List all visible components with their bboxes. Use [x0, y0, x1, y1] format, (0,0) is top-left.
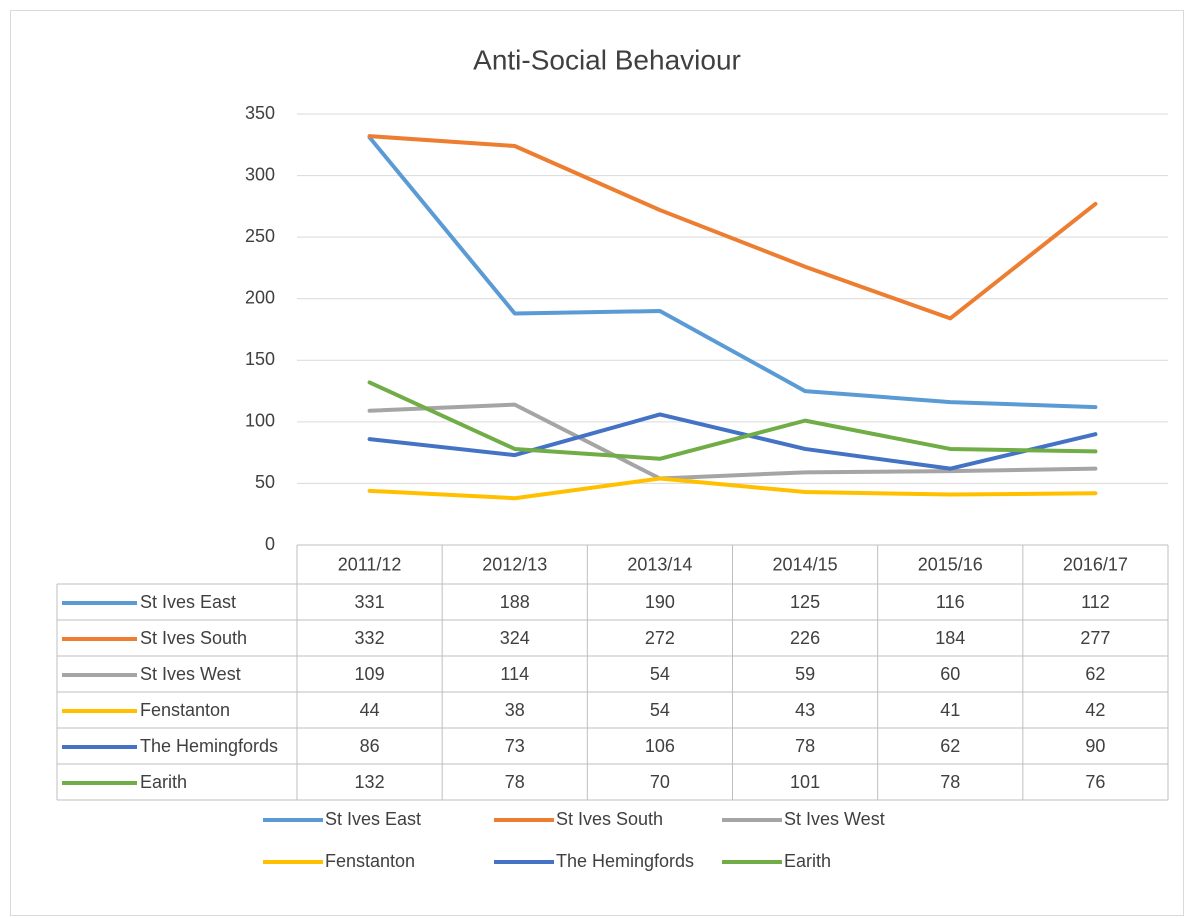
series-line — [367, 135, 1098, 410]
table-cell: 54 — [650, 700, 670, 720]
table-cell: 62 — [1085, 664, 1105, 684]
x-tick-label: 2012/13 — [482, 554, 547, 574]
table-row-label: St Ives West — [140, 664, 241, 684]
table-cell: 125 — [790, 592, 820, 612]
table-cell: 73 — [505, 736, 525, 756]
y-tick-label: 200 — [245, 287, 275, 307]
table-cell: 331 — [355, 592, 385, 612]
chart-border — [10, 10, 1184, 916]
table-cell: 38 — [505, 700, 525, 720]
y-tick-label: 50 — [255, 472, 275, 492]
x-tick-label: 2016/17 — [1063, 554, 1128, 574]
table-cell: 42 — [1085, 700, 1105, 720]
x-tick-label: 2011/12 — [338, 554, 402, 574]
table-row-label: Fenstanton — [140, 700, 230, 720]
legend-label: St Ives West — [784, 809, 885, 829]
table-cell: 41 — [940, 700, 960, 720]
table-cell: 101 — [790, 772, 820, 792]
legend-label: St Ives East — [325, 809, 421, 829]
y-tick-label: 300 — [245, 164, 275, 184]
table-cell: 70 — [650, 772, 670, 792]
table-cell: 44 — [360, 700, 380, 720]
table-cell: 332 — [355, 628, 385, 648]
series-line — [367, 412, 1098, 471]
table-cell: 188 — [500, 592, 530, 612]
table-cell: 78 — [795, 736, 815, 756]
chart-title: Anti-Social Behaviour — [473, 44, 741, 75]
table-cell: 112 — [1081, 592, 1110, 612]
table-cell: 190 — [645, 592, 675, 612]
table-cell: 78 — [940, 772, 960, 792]
table-cell: 132 — [355, 772, 385, 792]
legend-label: Fenstanton — [325, 851, 415, 871]
x-tick-label: 2013/14 — [627, 554, 692, 574]
series-line — [367, 476, 1098, 501]
legend-label: The Hemingfords — [556, 851, 694, 871]
x-tick-label: 2014/15 — [773, 554, 838, 574]
table-cell: 43 — [795, 700, 815, 720]
table-cell: 62 — [940, 736, 960, 756]
legend-label: Earith — [784, 851, 831, 871]
table-cell: 226 — [790, 628, 820, 648]
table-cell: 109 — [355, 664, 385, 684]
table-cell: 59 — [795, 664, 815, 684]
table-row-label: Earith — [140, 772, 187, 792]
x-tick-label: 2015/16 — [918, 554, 983, 574]
series-line — [367, 134, 1098, 321]
y-tick-label: 350 — [245, 103, 275, 123]
table-cell: 90 — [1085, 736, 1105, 756]
table-cell: 324 — [500, 628, 530, 648]
table-cell: 78 — [505, 772, 525, 792]
table-cell: 116 — [936, 592, 965, 612]
table-cell: 60 — [940, 664, 960, 684]
y-tick-label: 100 — [245, 411, 275, 431]
legend-label: St Ives South — [556, 809, 663, 829]
table-row-label: St Ives East — [140, 592, 236, 612]
table-row-label: St Ives South — [140, 628, 247, 648]
table-cell: 184 — [935, 628, 965, 648]
y-tick-label: 150 — [245, 349, 275, 369]
table-cell: 76 — [1085, 772, 1105, 792]
series-line — [367, 402, 1098, 481]
table-cell: 272 — [645, 628, 675, 648]
table-cell: 277 — [1080, 628, 1110, 648]
table-cell: 114 — [500, 664, 529, 684]
table-cell: 54 — [650, 664, 670, 684]
table-row-label: The Hemingfords — [140, 736, 278, 756]
series-line — [367, 380, 1098, 461]
table-cell: 106 — [645, 736, 675, 756]
y-tick-label: 0 — [265, 534, 275, 554]
table-cell: 86 — [360, 736, 380, 756]
y-tick-label: 250 — [245, 226, 275, 246]
